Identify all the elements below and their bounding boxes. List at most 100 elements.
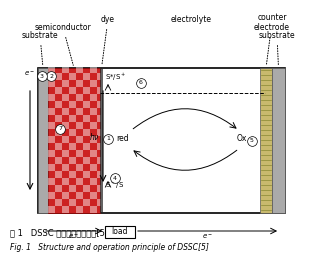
Text: 图 1   DSSC 结构和运行示意图[5]: 图 1 DSSC 结构和运行示意图[5] <box>10 229 108 237</box>
Bar <box>62 80 69 87</box>
Text: S$^+$/S: S$^+$/S <box>105 180 124 191</box>
Bar <box>69 115 76 122</box>
Bar <box>97 101 104 108</box>
Bar <box>83 101 90 108</box>
Bar <box>62 66 69 73</box>
Bar <box>48 122 55 129</box>
Text: electrolyte: electrolyte <box>171 15 212 24</box>
Bar <box>38 68 48 213</box>
Text: 1: 1 <box>106 136 110 141</box>
Bar <box>69 143 76 150</box>
Bar <box>48 192 55 199</box>
Bar <box>90 178 97 185</box>
Text: substrate: substrate <box>259 31 295 65</box>
Bar <box>97 185 104 192</box>
Text: dye: dye <box>101 15 115 65</box>
Text: S*/S$^+$: S*/S$^+$ <box>105 72 126 83</box>
Bar <box>76 178 83 185</box>
Bar <box>97 157 104 164</box>
Bar <box>105 226 135 238</box>
Bar <box>69 171 76 178</box>
Bar <box>62 178 69 185</box>
Bar <box>90 192 97 199</box>
Bar <box>83 157 90 164</box>
Text: $h\nu$: $h\nu$ <box>89 131 100 142</box>
Bar <box>55 101 62 108</box>
Text: counter
electrode: counter electrode <box>254 13 290 65</box>
Bar <box>76 80 83 87</box>
Bar <box>76 206 83 213</box>
Bar <box>48 94 55 101</box>
Text: 3: 3 <box>40 73 44 78</box>
Bar <box>69 73 76 80</box>
Bar <box>272 68 285 213</box>
Bar <box>90 66 97 73</box>
Bar <box>90 94 97 101</box>
Text: load: load <box>112 227 128 236</box>
Bar <box>62 192 69 199</box>
Bar <box>62 108 69 115</box>
Bar <box>76 164 83 171</box>
Bar <box>90 150 97 157</box>
Text: 4: 4 <box>113 175 117 180</box>
Bar <box>48 206 55 213</box>
Bar <box>48 68 100 213</box>
Bar <box>62 122 69 129</box>
Bar <box>55 171 62 178</box>
Text: substrate: substrate <box>22 31 58 65</box>
Bar <box>97 171 104 178</box>
Bar <box>69 129 76 136</box>
Bar <box>97 143 104 150</box>
Bar <box>83 171 90 178</box>
Bar <box>90 80 97 87</box>
Bar <box>69 185 76 192</box>
Bar <box>55 129 62 136</box>
Text: Fig. 1   Structure and operation principle of DSSC[5]: Fig. 1 Structure and operation principle… <box>10 242 209 251</box>
Text: 2: 2 <box>49 73 53 78</box>
Bar <box>48 178 55 185</box>
Bar <box>76 66 83 73</box>
Text: red: red <box>117 134 129 143</box>
Bar <box>260 68 272 213</box>
Bar <box>55 87 62 94</box>
Bar <box>38 68 285 213</box>
Bar <box>69 199 76 206</box>
Bar <box>100 68 103 213</box>
Text: 5: 5 <box>250 138 254 143</box>
Bar <box>76 150 83 157</box>
Bar <box>90 122 97 129</box>
Bar <box>90 206 97 213</box>
Bar <box>83 129 90 136</box>
Bar <box>62 94 69 101</box>
Bar <box>55 157 62 164</box>
Text: $e^-$: $e^-$ <box>202 232 213 241</box>
Bar <box>83 199 90 206</box>
Bar <box>69 157 76 164</box>
Bar <box>55 199 62 206</box>
Bar <box>55 185 62 192</box>
Bar <box>90 136 97 143</box>
Bar <box>55 115 62 122</box>
Bar <box>55 143 62 150</box>
Text: Ox: Ox <box>237 134 247 143</box>
Bar <box>83 73 90 80</box>
Bar <box>62 150 69 157</box>
Bar <box>55 73 62 80</box>
Bar <box>76 108 83 115</box>
Bar <box>62 164 69 171</box>
Bar <box>97 73 104 80</box>
Bar <box>76 192 83 199</box>
Bar <box>48 150 55 157</box>
Bar <box>48 80 55 87</box>
Bar <box>76 122 83 129</box>
Bar <box>48 164 55 171</box>
Bar <box>83 87 90 94</box>
Bar <box>48 136 55 143</box>
Bar <box>62 206 69 213</box>
Text: 6: 6 <box>139 80 143 85</box>
Text: $e^-$: $e^-$ <box>24 69 35 78</box>
Bar <box>97 87 104 94</box>
Bar <box>90 108 97 115</box>
Bar <box>97 115 104 122</box>
Bar <box>83 115 90 122</box>
